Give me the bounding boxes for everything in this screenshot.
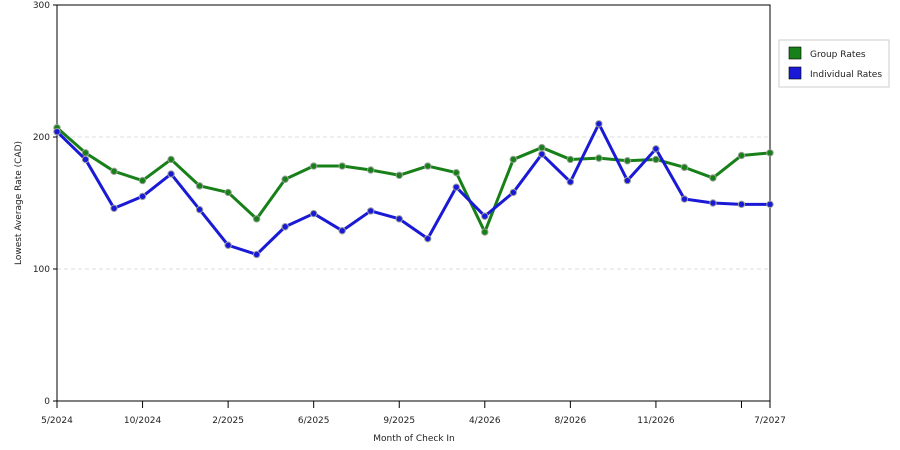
series-layer (53, 120, 774, 259)
data-point-group-rates (766, 149, 774, 157)
data-point-individual-rates (452, 183, 460, 191)
data-point-individual-rates (53, 128, 61, 136)
y-tick-label: 200 (33, 133, 50, 143)
data-point-group-rates (595, 154, 603, 162)
plot-frame (56, 4, 771, 402)
data-point-group-rates (338, 162, 346, 170)
data-point-individual-rates (309, 209, 318, 218)
data-point-individual-rates (195, 205, 204, 214)
data-point-group-rates (395, 171, 403, 179)
data-point-individual-rates (252, 250, 261, 259)
data-point-group-rates (538, 143, 546, 152)
x-tick-label: 11/2026 (637, 416, 675, 426)
data-point-group-rates (224, 188, 232, 197)
data-point-individual-rates (623, 176, 632, 185)
y-tick-label: 300 (33, 1, 50, 11)
data-point-group-rates (680, 163, 689, 172)
y-tick-label: 100 (33, 265, 50, 275)
data-point-group-rates (509, 155, 518, 164)
legend-label-individual-rates: Individual Rates (810, 70, 882, 80)
data-point-group-rates (110, 167, 118, 176)
data-point-group-rates (281, 175, 289, 183)
x-tick-label: 8/2026 (555, 416, 587, 426)
data-point-individual-rates (138, 192, 147, 201)
data-point-individual-rates (424, 234, 432, 243)
series-line-group-rates (56, 126, 771, 234)
data-point-individual-rates (81, 155, 90, 164)
legend-swatch-individual-rates (788, 66, 802, 80)
data-point-individual-rates (766, 200, 774, 209)
data-point-group-rates (566, 155, 575, 164)
data-point-group-rates (252, 215, 261, 223)
data-point-individual-rates (395, 215, 403, 223)
gridlines (57, 136, 770, 270)
legend-swatch-group-rates (788, 46, 802, 60)
x-tick-label: 10/2024 (124, 416, 162, 426)
y-axis: 0 100 200 300 (33, 1, 57, 407)
data-point-individual-rates (538, 150, 546, 158)
data-point-group-rates (709, 174, 717, 182)
data-point-individual-rates (110, 204, 118, 212)
data-point-group-rates (424, 162, 432, 170)
data-point-group-rates (138, 176, 147, 185)
legend: Group Rates Individual Rates (778, 39, 890, 88)
x-axis: 5/2024 10/2024 2/2025 6/2025 9/2025 4/2026 8/2… (41, 401, 786, 426)
data-point-individual-rates (481, 212, 489, 220)
data-point-individual-rates (709, 199, 717, 207)
data-point-individual-rates (367, 207, 375, 215)
data-point-group-rates (367, 166, 375, 174)
data-point-individual-rates (281, 223, 289, 231)
y-tick-label: 0 (44, 397, 50, 407)
x-tick-label: 2/2025 (212, 416, 244, 426)
data-point-individual-rates (167, 170, 175, 178)
data-point-group-rates (652, 155, 660, 164)
data-point-individual-rates (338, 227, 346, 235)
x-tick-label: 5/2024 (41, 416, 73, 426)
y-axis-title: Lowest Average Rate (CAD) (14, 141, 24, 265)
legend-label-group-rates: Group Rates (810, 50, 866, 60)
x-axis-title: Month of Check In (373, 434, 455, 444)
data-point-group-rates (737, 151, 746, 160)
x-tick-label: 9/2025 (383, 416, 415, 426)
data-point-individual-rates (680, 195, 689, 203)
data-point-individual-rates (224, 241, 232, 249)
data-point-individual-rates (509, 188, 518, 197)
data-point-individual-rates (595, 120, 603, 128)
x-tick-label: 7/2027 (754, 416, 786, 426)
data-point-individual-rates (737, 200, 746, 209)
data-point-group-rates (452, 168, 460, 177)
plot-area: 0 100 200 300 5/2024 10/2024 2/2025 6/2025 9/20… (33, 1, 786, 426)
data-point-individual-rates (566, 178, 575, 186)
series-line-individual-rates (55, 122, 770, 256)
data-point-group-rates (195, 182, 204, 190)
data-point-group-rates (481, 228, 489, 236)
data-point-group-rates (623, 157, 632, 165)
data-point-group-rates (167, 155, 175, 164)
data-point-group-rates (81, 149, 90, 157)
data-point-group-rates (309, 162, 318, 170)
data-point-individual-rates (652, 145, 660, 153)
x-tick-label: 4/2026 (469, 416, 501, 426)
x-tick-label: 6/2025 (298, 416, 330, 426)
